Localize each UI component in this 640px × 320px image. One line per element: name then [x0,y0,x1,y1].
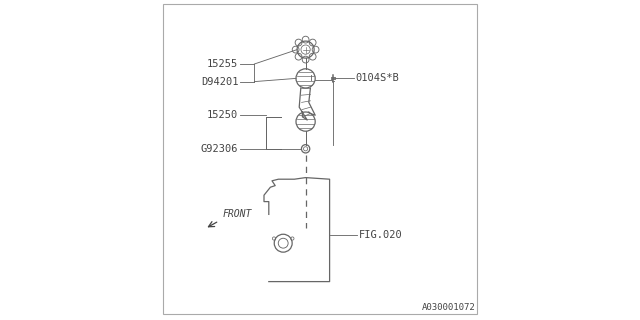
Text: A030001072: A030001072 [422,303,475,312]
Text: FRONT: FRONT [223,209,252,219]
Text: FIG.020: FIG.020 [358,230,402,240]
Text: D94201: D94201 [201,76,239,87]
Text: 0104S*B: 0104S*B [355,73,399,84]
Text: 15250: 15250 [207,110,239,120]
Text: 15255: 15255 [207,59,239,69]
Text: G92306: G92306 [201,144,239,154]
